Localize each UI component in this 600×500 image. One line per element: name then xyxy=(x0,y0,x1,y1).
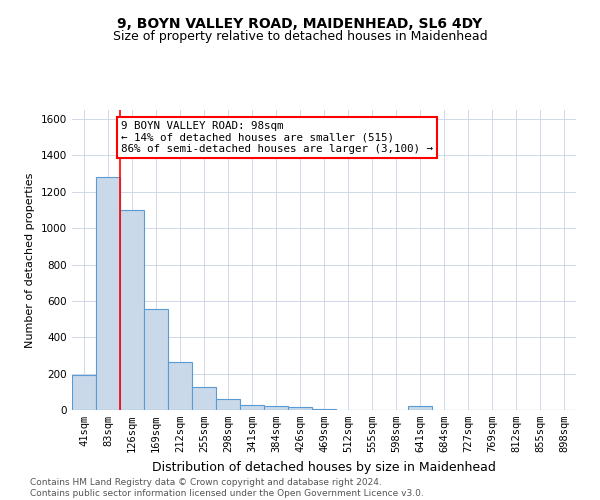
Text: Contains HM Land Registry data © Crown copyright and database right 2024.
Contai: Contains HM Land Registry data © Crown c… xyxy=(30,478,424,498)
Bar xyxy=(264,406,288,410)
Bar xyxy=(72,376,96,410)
Text: 9 BOYN VALLEY ROAD: 98sqm
← 14% of detached houses are smaller (515)
86% of semi: 9 BOYN VALLEY ROAD: 98sqm ← 14% of detac… xyxy=(121,121,433,154)
Bar xyxy=(168,362,192,410)
Text: Size of property relative to detached houses in Maidenhead: Size of property relative to detached ho… xyxy=(113,30,487,43)
Bar xyxy=(312,409,336,410)
Bar xyxy=(120,210,144,410)
Bar xyxy=(288,408,312,410)
Bar xyxy=(144,309,168,410)
X-axis label: Distribution of detached houses by size in Maidenhead: Distribution of detached houses by size … xyxy=(152,460,496,473)
Bar xyxy=(408,406,432,410)
Y-axis label: Number of detached properties: Number of detached properties xyxy=(25,172,35,348)
Bar xyxy=(216,399,240,410)
Text: 9, BOYN VALLEY ROAD, MAIDENHEAD, SL6 4DY: 9, BOYN VALLEY ROAD, MAIDENHEAD, SL6 4DY xyxy=(118,18,482,32)
Bar xyxy=(240,404,264,410)
Bar xyxy=(192,388,216,410)
Bar xyxy=(96,178,120,410)
